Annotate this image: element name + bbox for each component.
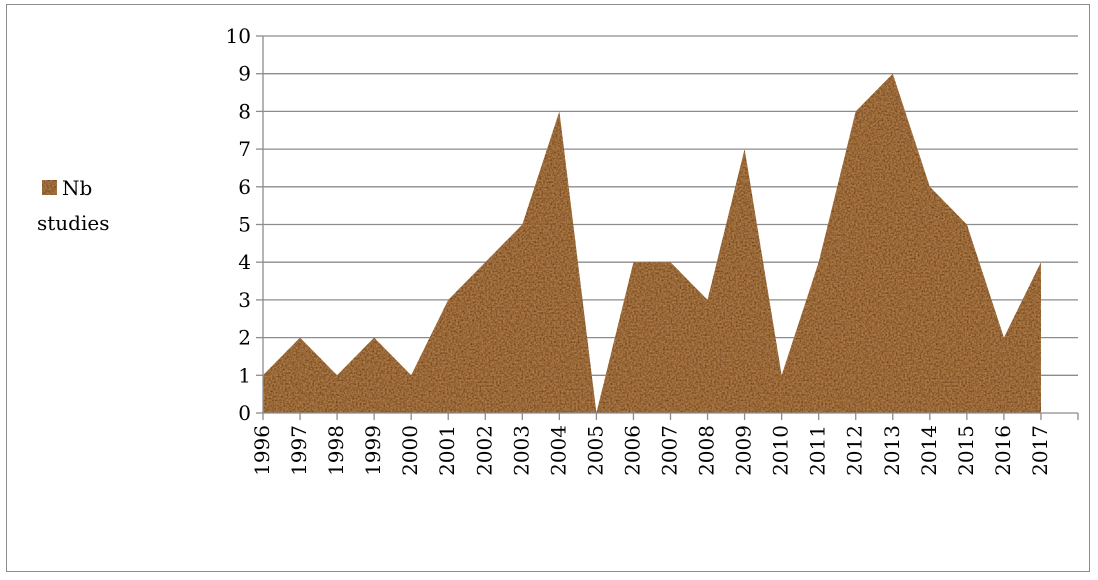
x-tick-label-1996: 1996 (250, 425, 274, 476)
y-tick-label-7: 7 (238, 137, 251, 161)
axes (256, 35, 1079, 420)
x-tick-label-2017: 2017 (1028, 425, 1052, 476)
y-tick-label-1: 1 (238, 363, 251, 387)
legend-label-line2: studies (37, 211, 109, 235)
x-tick-label-2009: 2009 (732, 425, 756, 476)
y-tick-label-8: 8 (238, 99, 251, 123)
x-tick-label-2005: 2005 (583, 425, 607, 476)
x-tick-label-2000: 2000 (398, 425, 422, 476)
x-tick-label-2003: 2003 (509, 425, 533, 476)
x-tick-label-2012: 2012 (843, 425, 867, 476)
y-tick-label-4: 4 (238, 250, 251, 274)
y-tick-label-10: 10 (226, 24, 251, 48)
y-tick-label-3: 3 (238, 288, 251, 312)
area-series-nb-studies (263, 73, 1041, 413)
x-tick-label-2011: 2011 (806, 425, 830, 476)
x-tick-label-2004: 2004 (546, 425, 570, 476)
area-series-group (263, 73, 1041, 413)
x-tick-label-2006: 2006 (620, 425, 644, 476)
x-tick-labels: 1996 1997 1998 1999 2000 2001 2002 2003 2004 2005… (250, 425, 1052, 476)
x-tick-label-2013: 2013 (880, 425, 904, 476)
legend: Nb studies (37, 176, 109, 235)
legend-label-line1: Nb (62, 176, 92, 200)
x-tick-label-2010: 2010 (769, 425, 793, 476)
x-tick-label-2007: 2007 (658, 425, 682, 476)
y-tick-label-0: 0 (238, 401, 251, 425)
y-tick-label-9: 9 (238, 62, 251, 86)
x-tick-label-1998: 1998 (324, 425, 348, 476)
x-tick-label-2008: 2008 (695, 425, 719, 476)
x-tick-label-2016: 2016 (991, 425, 1015, 476)
x-tick-label-2015: 2015 (954, 425, 978, 476)
x-tick-label-2001: 2001 (435, 425, 459, 476)
x-tick-label-2002: 2002 (472, 425, 496, 476)
y-tick-label-5: 5 (238, 213, 251, 237)
y-tick-label-6: 6 (238, 175, 251, 199)
y-tick-label-2: 2 (238, 326, 251, 350)
x-tick-label-1999: 1999 (361, 425, 385, 476)
x-tick-label-1997: 1997 (287, 425, 311, 476)
x-tick-label-2014: 2014 (917, 425, 941, 476)
legend-swatch (42, 180, 57, 195)
y-tick-labels: 0 1 2 3 4 5 6 7 8 9 10 (226, 24, 251, 425)
